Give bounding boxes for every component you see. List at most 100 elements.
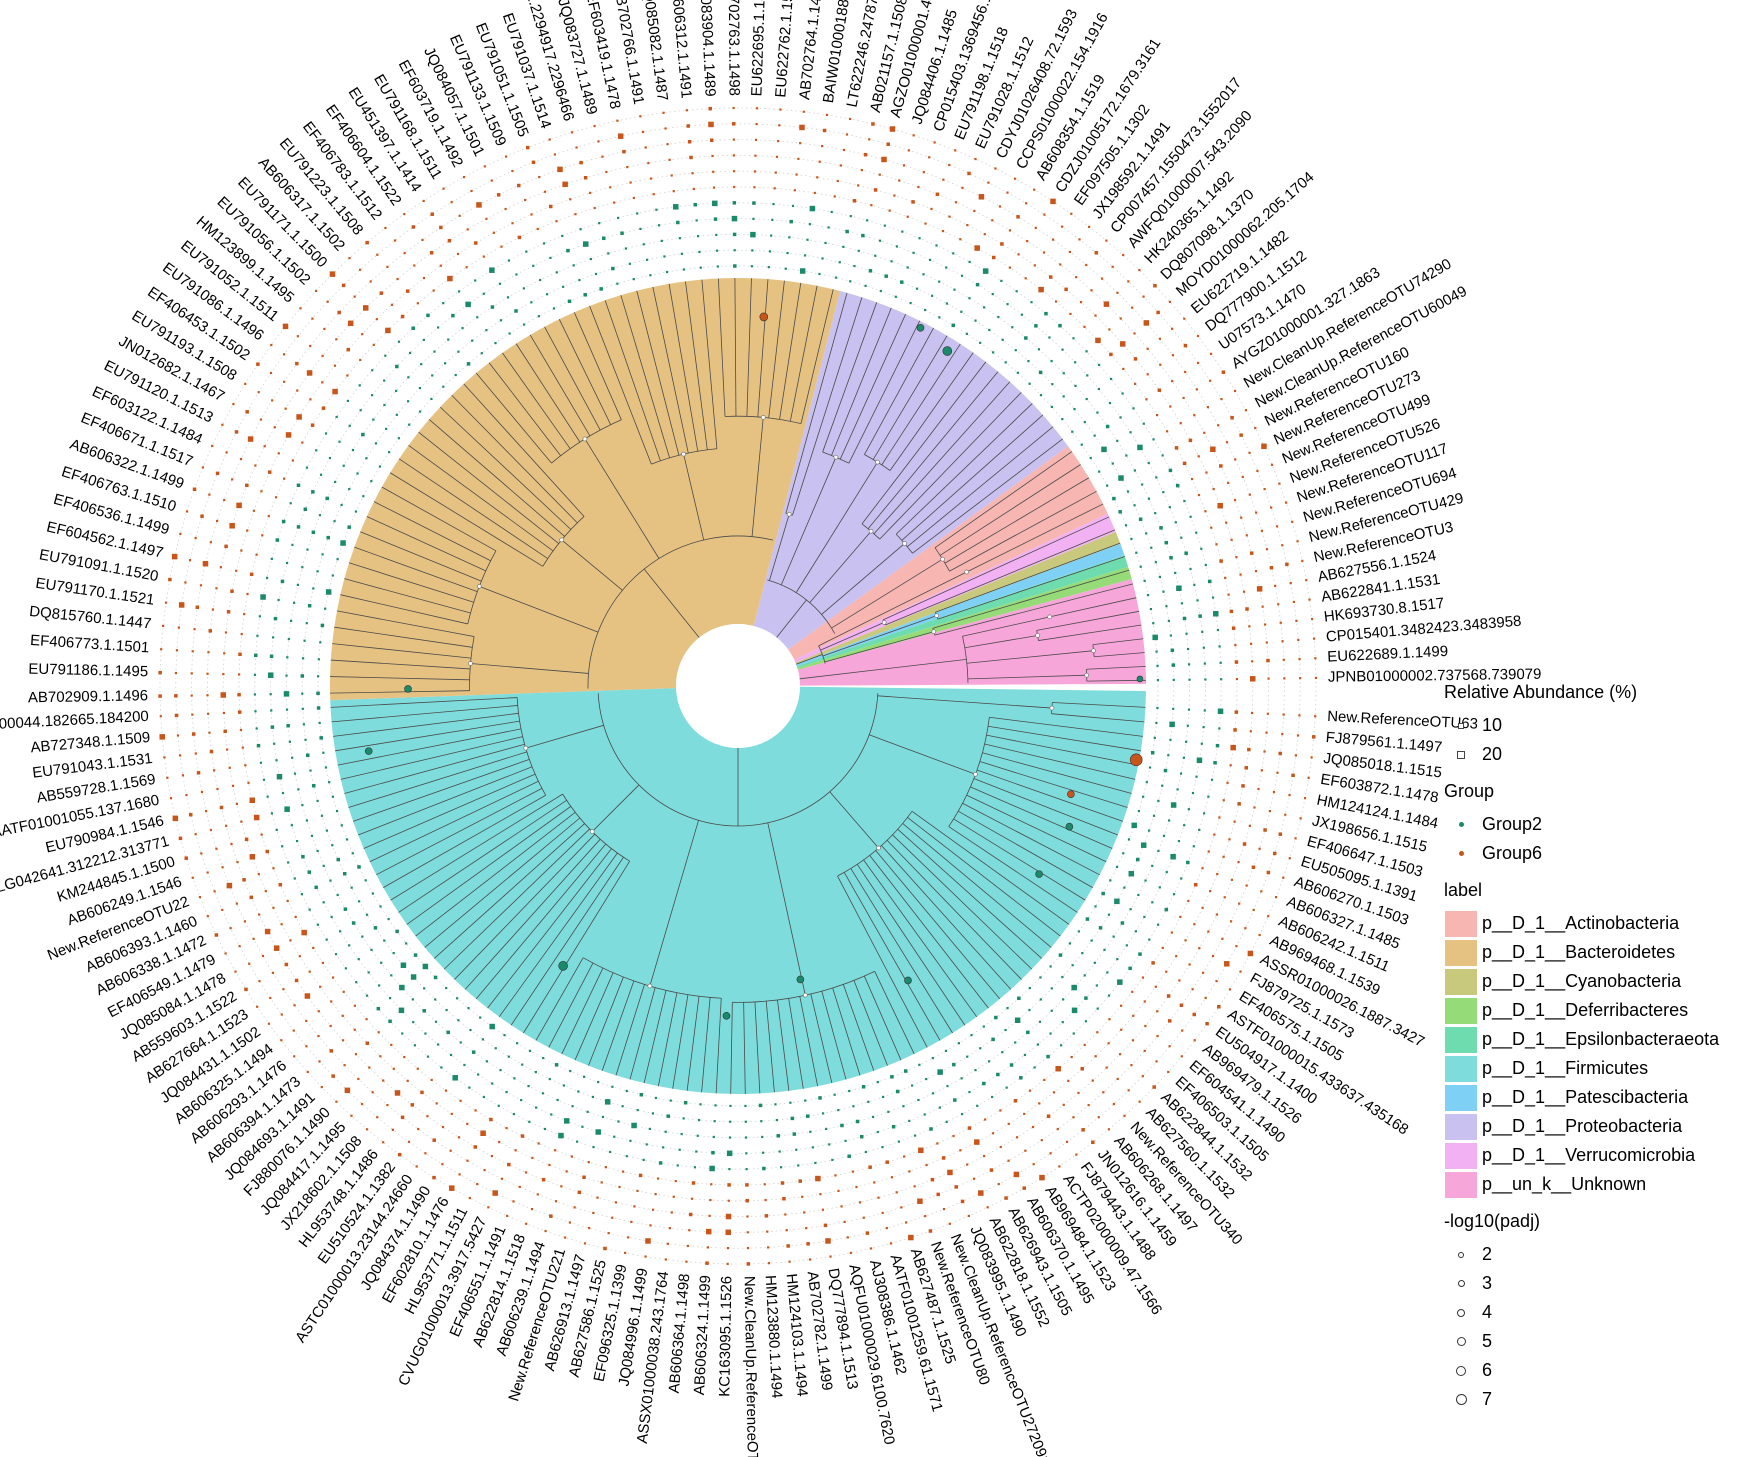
abundance-cell <box>937 1069 943 1075</box>
abundance-cell <box>244 837 249 842</box>
abundance-cell <box>225 824 228 827</box>
tree-branch <box>358 766 533 836</box>
abundance-cell <box>418 387 422 390</box>
abundance-cell <box>860 1134 864 1139</box>
abundance-cell <box>767 1262 771 1265</box>
abundance-cell <box>967 1126 972 1130</box>
abundance-cell <box>270 709 273 712</box>
abundance-cell <box>1148 938 1151 941</box>
abundance-cell <box>906 266 909 269</box>
abundance-cell <box>506 296 510 299</box>
tree-branch <box>515 343 581 443</box>
abundance-cell <box>600 1181 603 1184</box>
abundance-cell <box>272 867 275 870</box>
abundance-cell <box>1006 1007 1009 1010</box>
abundance-cell <box>1094 314 1097 317</box>
abundance-cell <box>336 893 339 897</box>
abundance-cell <box>1096 1031 1099 1034</box>
padj-circle-icon <box>1456 1337 1466 1346</box>
label-legend: label p__D_1__Actinobacteria p__D_1__Bact… <box>1444 880 1744 1199</box>
abundance-cell <box>879 289 882 293</box>
tree-branch <box>529 334 591 437</box>
abundance-cell <box>325 496 329 501</box>
abundance-cell <box>1155 476 1158 479</box>
abundance-cell <box>282 988 285 991</box>
abundance-cell <box>890 260 893 263</box>
abundance-cell <box>221 423 224 426</box>
abundance-cell <box>1220 678 1223 681</box>
abundance-cell <box>1299 677 1302 680</box>
abundance-cell <box>1184 939 1187 942</box>
abundance-cell <box>979 1047 982 1050</box>
abundance-cell <box>732 201 737 205</box>
abundance-cell <box>1116 957 1119 961</box>
abundance-cell <box>622 149 626 154</box>
abundance-cell <box>834 276 838 279</box>
abundance-cell <box>563 1118 570 1124</box>
tree-branch <box>734 278 737 417</box>
abundance-cell <box>774 1103 777 1106</box>
abundance-cell <box>961 1112 964 1116</box>
abundance-cell <box>570 131 574 134</box>
abundance-cell <box>913 1134 917 1137</box>
abundance-cell <box>1006 191 1009 194</box>
abundance-cell <box>215 587 218 590</box>
abundance-cell <box>1221 370 1226 374</box>
abundance-cell <box>654 1096 658 1100</box>
abundance-cell <box>710 1183 713 1186</box>
abundance-cell <box>462 175 466 179</box>
abundance-cell <box>1258 847 1261 850</box>
abundance-cell <box>289 939 292 942</box>
phylum-color-swatch <box>1445 1055 1477 1082</box>
abundance-cell <box>852 199 857 203</box>
abundance-cell <box>1266 712 1269 715</box>
abundance-cell <box>616 119 619 122</box>
abundance-cell <box>480 352 483 355</box>
abundance-cell <box>1080 1067 1084 1071</box>
abundance-cell <box>889 126 896 132</box>
abundance-cell <box>987 181 990 184</box>
abundance-cell <box>840 1205 843 1208</box>
abundance-cell <box>260 490 263 493</box>
abundance-cell <box>295 361 299 366</box>
tree-branch <box>334 626 473 648</box>
abundance-cell <box>185 793 188 797</box>
abundance-cell <box>839 164 842 167</box>
abundance-cell <box>1137 893 1140 897</box>
abundance-cell <box>1108 328 1111 331</box>
abundance-cell <box>449 1185 455 1191</box>
abundance-cell <box>1202 646 1205 649</box>
tree-branch <box>408 444 554 552</box>
tree-branch <box>743 1002 746 1094</box>
abundance-cell <box>893 194 896 197</box>
tree-branch <box>464 838 601 990</box>
tree-branch <box>498 852 618 1018</box>
tree-branch <box>574 972 614 1061</box>
tree-branch <box>1036 610 1140 631</box>
abundance-cell <box>256 634 259 637</box>
abundance-cell <box>728 1136 732 1139</box>
abundance-cell <box>1239 573 1242 576</box>
abundance-cell <box>855 1185 858 1189</box>
abundance-cell <box>465 301 471 308</box>
abundance-cell <box>974 157 977 161</box>
abundance-cell <box>1249 730 1252 733</box>
abundance-cell <box>1025 202 1028 205</box>
tip-label: HM123880.1.1494 <box>762 1275 786 1399</box>
abundance-cell <box>211 608 215 611</box>
abundance-cell <box>562 1084 566 1087</box>
abundance-cell <box>855 1119 860 1124</box>
abundance-cell <box>1006 303 1009 306</box>
abundance-cell <box>1182 616 1187 621</box>
tree-branch <box>984 743 1136 780</box>
abundance-cell <box>1109 879 1112 882</box>
abundance-cell <box>750 265 753 268</box>
abundance-cell <box>1043 213 1046 216</box>
abundance-cell <box>974 245 980 251</box>
abundance-cell <box>500 1177 504 1180</box>
abundance-cell <box>223 498 226 502</box>
abundance-cell <box>1189 515 1192 518</box>
tree-branch <box>879 392 1022 540</box>
abundance-cell <box>1142 295 1145 298</box>
abundance-cell <box>339 930 342 933</box>
